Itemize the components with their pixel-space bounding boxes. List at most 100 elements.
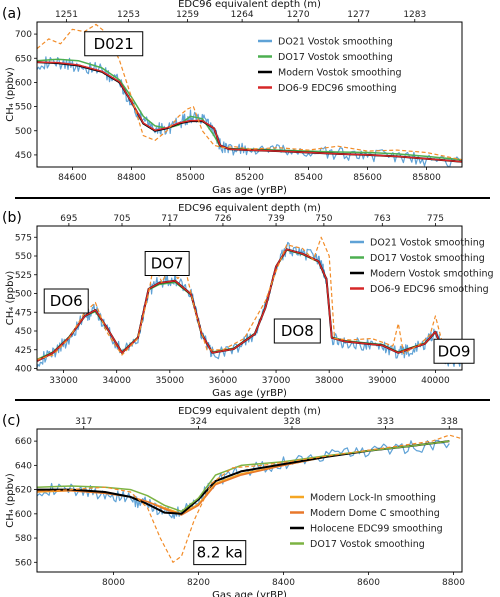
top-tick-label: 1283 (403, 10, 426, 20)
top-tick-label: 775 (427, 214, 444, 224)
y-tick-label: 475 (15, 308, 32, 318)
series-line-5 (37, 440, 450, 513)
annotation-box (144, 251, 190, 276)
series-line-2 (37, 249, 462, 361)
legend-label: DO17 Vostok smoothing (310, 539, 425, 550)
annotation-label: 8.2 ka (197, 544, 243, 562)
legend-label: Modern Vostok smoothing (370, 269, 494, 280)
top-tick-label: 717 (161, 214, 178, 224)
y-tick-label: 560 (15, 558, 32, 568)
series-group (37, 236, 462, 368)
x-tick-label: 8400 (272, 578, 295, 588)
top-tick-label: 739 (267, 214, 284, 224)
top-tick-label: 763 (374, 214, 391, 224)
y-tick-label: 580 (15, 534, 32, 544)
top-tick-label: 317 (75, 417, 92, 427)
y-axis-title: CH₄ (ppbv) (5, 473, 16, 528)
top-tick-label: 338 (441, 417, 458, 427)
top-tick-label: 1264 (231, 10, 254, 20)
series-group (37, 23, 462, 167)
y-tick-label: 650 (15, 54, 32, 64)
series-group (37, 434, 462, 563)
x-tick-label: 8800 (442, 578, 465, 588)
y-tick-label: 550 (15, 252, 32, 262)
top-tick-label: 705 (113, 214, 130, 224)
panel-label: (a) (2, 6, 22, 22)
y-tick-label: 425 (15, 346, 32, 356)
x-tick-label: 34000 (102, 376, 131, 386)
top-axis-title: EDC96 equivalent depth (m) (178, 203, 321, 214)
series-line-6 (37, 434, 462, 563)
top-axis-title: EDC96 equivalent depth (m) (178, 0, 321, 10)
x-tick-label: 85000 (176, 173, 205, 183)
x-tick-label: 85800 (412, 173, 441, 183)
y-axis-title: CH₄ (ppbv) (5, 271, 16, 326)
series-line-4 (37, 248, 462, 362)
y-axis-title: CH₄ (ppbv) (5, 67, 16, 122)
x-tick-label: 84600 (58, 173, 87, 183)
panel-2: (b) 33000 34000 35000 36000 37000 38000 39000 40… (2, 203, 494, 399)
annotation-label: DO6 (50, 292, 83, 310)
x-tick-label: 8200 (187, 578, 210, 588)
series-line-3 (37, 248, 462, 362)
annotation-box (193, 540, 247, 566)
y-tick-label: 450 (15, 151, 32, 161)
y-tick-label: 450 (15, 327, 32, 337)
y-tick-label: 500 (15, 127, 32, 137)
x-tick-label: 85400 (294, 173, 323, 183)
legend-label: DO6-9 EDC96 smoothing (278, 83, 397, 94)
x-tick-label: 85600 (353, 173, 382, 183)
x-tick-label: 84800 (117, 173, 146, 183)
x-tick-label: 8000 (102, 578, 125, 588)
series-line-5 (37, 236, 462, 361)
legend-label: Modern Lock-In smoothing (310, 493, 436, 504)
top-tick-label: 333 (377, 417, 394, 427)
legend-label: DO21 Vostok smoothing (278, 37, 393, 48)
plot-frame (36, 225, 463, 371)
top-tick-label: 726 (214, 214, 231, 224)
x-tick-label: 38000 (315, 376, 344, 386)
series-line-1 (37, 439, 450, 519)
legend-label: DO17 Vostok smoothing (278, 52, 393, 63)
legend-label: DO17 Vostok smoothing (370, 253, 485, 264)
series-line-5 (37, 23, 462, 161)
legend-label: Modern Vostok smoothing (278, 68, 402, 79)
x-tick-label: 33000 (49, 376, 78, 386)
legend-label: DO6-9 EDC96 smoothing (370, 284, 489, 295)
panel-label: (b) (2, 210, 22, 226)
x-tick-label: 8600 (357, 578, 380, 588)
top-tick-label: 1251 (55, 10, 78, 20)
series-line-1 (37, 56, 462, 167)
y-tick-label: 400 (15, 365, 32, 375)
x-axis-title: Gas age (yrBP) (212, 185, 287, 196)
x-tick-label: 85200 (235, 173, 264, 183)
top-tick-label: 1253 (117, 10, 140, 20)
top-tick-label: 324 (190, 417, 207, 427)
y-tick-label: 575 (15, 233, 32, 243)
y-tick-label: 600 (15, 78, 32, 88)
x-tick-label: 36000 (209, 376, 238, 386)
x-tick-label: 39000 (368, 376, 397, 386)
annotation-label: DO9 (438, 342, 471, 360)
y-tick-label: 500 (15, 290, 32, 300)
legend-label: DO21 Vostok smoothing (370, 238, 485, 249)
annotation-label: DO7 (151, 255, 184, 273)
annotation-box (84, 31, 144, 57)
series-line-3 (37, 440, 450, 516)
panel-label: (c) (2, 413, 21, 429)
annotation-box (43, 288, 89, 314)
series-line-4 (37, 61, 462, 163)
panel-3: (c) 8000 8200 8400 8600 8800 560 580 600 620 640 66… (2, 406, 465, 597)
top-tick-label: 1277 (347, 10, 370, 20)
y-tick-label: 660 (15, 437, 32, 447)
annotation-box (433, 338, 475, 364)
y-tick-label: 600 (15, 510, 32, 520)
top-axis-title: EDC99 equivalent depth (m) (178, 406, 321, 417)
top-tick-label: 1270 (287, 10, 310, 20)
annotation-label: D021 (94, 35, 134, 53)
y-tick-label: 550 (15, 103, 32, 113)
top-tick-label: 750 (315, 214, 332, 224)
y-tick-label: 525 (15, 271, 32, 281)
annotation-label: DO8 (281, 322, 314, 340)
